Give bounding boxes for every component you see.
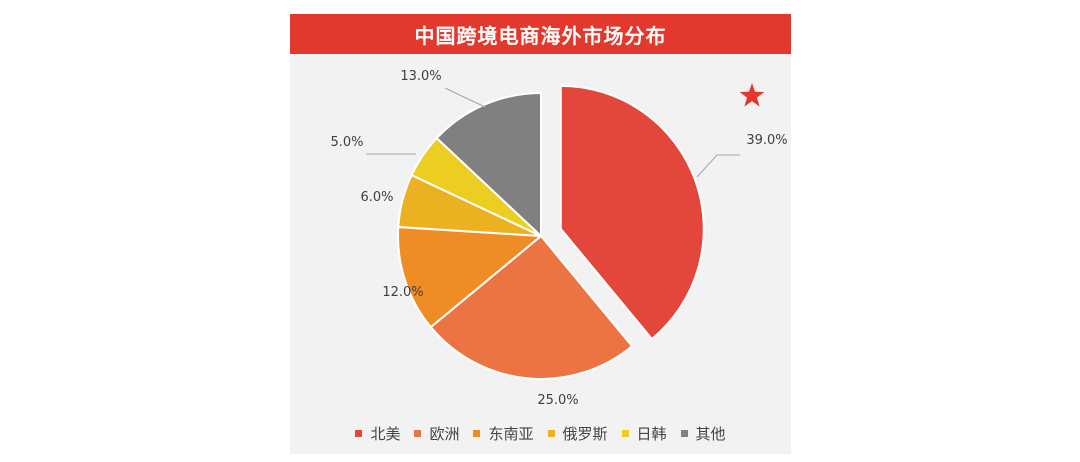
data-label-6: 13.0% — [400, 69, 441, 84]
legend-item-5: 日韩 — [621, 423, 667, 444]
title-bar: 中国跨境电商海外市场分布 — [290, 14, 791, 54]
legend-label: 欧洲 — [429, 424, 460, 443]
legend-item-1: 北美 — [355, 423, 400, 444]
legend-swatch — [473, 429, 481, 437]
legend-label: 日韩 — [636, 424, 667, 443]
legend-item-4: 俄罗斯 — [547, 423, 608, 444]
legend: 北美 欧洲 东南亚 俄罗斯 日韩 其他 — [290, 422, 791, 444]
legend-item-2: 欧洲 — [414, 423, 459, 444]
legend-label: 其他 — [695, 424, 726, 443]
pie-slice-1 — [559, 84, 705, 341]
star-icon — [739, 83, 765, 107]
chart-title: 中国跨境电商海外市场分布 — [414, 23, 667, 48]
legend-swatch — [414, 429, 422, 437]
legend-swatch — [355, 429, 363, 437]
legend-swatch — [547, 429, 555, 437]
pie-slice-3 — [397, 225, 544, 329]
pie-slice-6 — [435, 91, 542, 239]
legend-swatch — [621, 429, 629, 437]
legend-swatch — [680, 429, 688, 437]
data-label-5: 5.0% — [330, 135, 363, 150]
data-label-3: 12.0% — [382, 285, 423, 300]
pie-chart: 39.0% 25.0% 12.0% 6.0% 5.0% 13.0% — [330, 69, 787, 408]
legend-item-3: 东南亚 — [473, 423, 534, 444]
chart-card: 39.0% 25.0% 12.0% 6.0% 5.0% 13.0% 中国跨境电商海外市场分… — [290, 14, 791, 454]
legend-label: 北美 — [370, 424, 401, 443]
data-label-1: 39.0% — [746, 133, 787, 148]
legend-label: 东南亚 — [488, 424, 534, 443]
legend-label: 俄罗斯 — [562, 424, 608, 443]
data-label-2: 25.0% — [537, 393, 578, 408]
data-label-4: 6.0% — [360, 190, 393, 205]
leader-line-1 — [696, 154, 740, 178]
leader-line-6 — [444, 87, 486, 108]
legend-item-6: 其他 — [680, 423, 726, 444]
pie-slice-2 — [429, 234, 634, 380]
